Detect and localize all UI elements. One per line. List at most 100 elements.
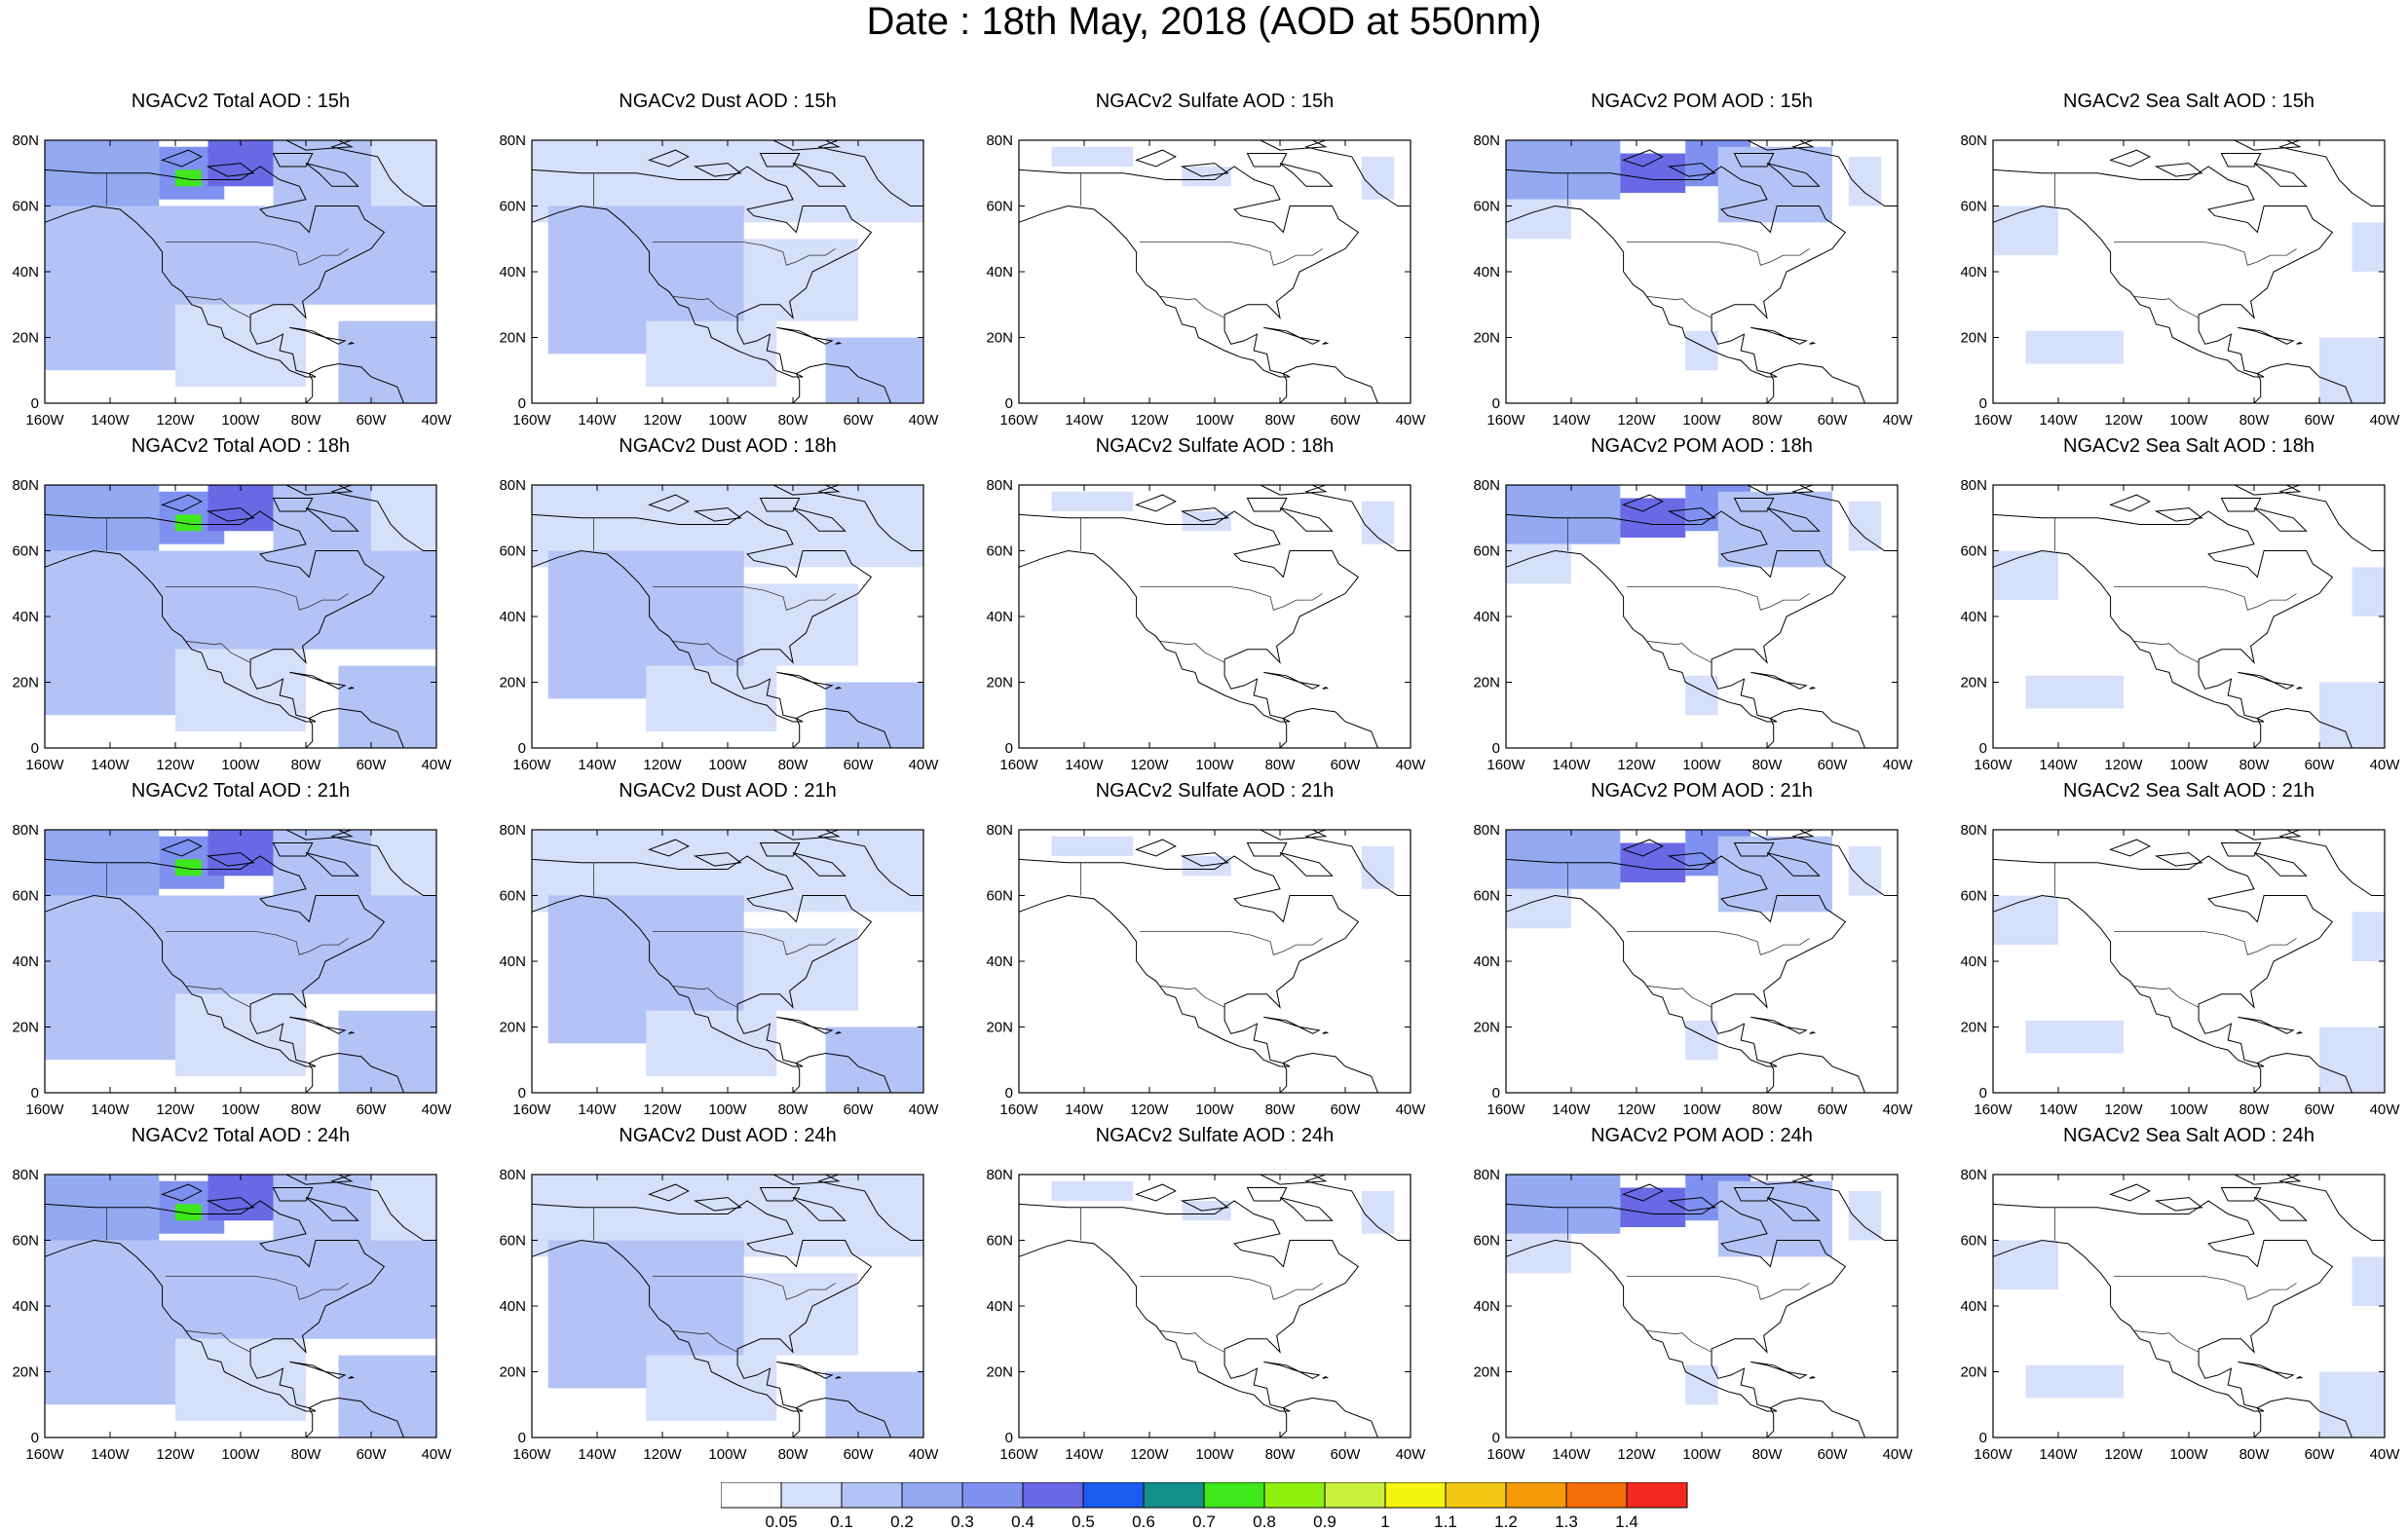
x-tick-label: 80W: [2239, 1446, 2271, 1463]
aod-cell: [2319, 1371, 2385, 1438]
y-tick-label: 60N: [1960, 888, 1987, 905]
coastline: [2273, 337, 2295, 345]
coastline: [1786, 1027, 1808, 1034]
coastline: [1304, 830, 1411, 896]
y-tick-label: 20N: [986, 1364, 1013, 1381]
aod-cell: [1993, 205, 2058, 256]
panel-title: NGACv2 Sea Salt AOD : 18h: [2063, 435, 2314, 457]
coastline: [1180, 507, 1229, 522]
coastline: [2253, 707, 2353, 748]
x-tick-label: 140W: [2039, 757, 2078, 773]
y-tick-label: 60N: [499, 199, 526, 215]
coastline: [1260, 140, 1328, 151]
aod-cell: [371, 140, 436, 206]
x-tick-label: 140W: [1552, 757, 1591, 773]
x-tick-label: 60W: [844, 1446, 875, 1463]
x-tick-label: 80W: [291, 1446, 322, 1463]
x-tick-label: 100W: [708, 757, 747, 773]
x-tick-label: 120W: [156, 1446, 195, 1463]
coastline: [2234, 485, 2302, 496]
y-tick-label: 40N: [1473, 264, 1500, 280]
aod-cell: [45, 205, 175, 371]
coastline: [1298, 1371, 1321, 1379]
coastline: [2238, 1361, 2275, 1372]
aod-field: [45, 1175, 436, 1438]
coastline: [348, 342, 356, 345]
x-tick-label: 60W: [844, 1102, 875, 1118]
x-tick-label: 160W: [25, 1446, 64, 1463]
x-tick-label: 80W: [291, 1102, 322, 1118]
coastline: [792, 1052, 892, 1093]
coastline: [2278, 485, 2385, 551]
coastline: [1747, 1175, 1815, 1185]
y-tick-label: 0: [1005, 740, 1013, 757]
y-tick-label: 40N: [1960, 264, 1987, 280]
coastline: [1747, 140, 1815, 151]
colorbar-swatch: [721, 1482, 782, 1509]
coastline: [1260, 830, 1328, 840]
y-tick-label: 80N: [12, 1167, 39, 1183]
colorbar-label: 0.2: [890, 1512, 914, 1531]
political-border: [2114, 242, 2297, 266]
y-tick-label: 60N: [1473, 543, 1500, 560]
aod-cell: [1620, 1187, 1686, 1227]
aod-cell: [273, 485, 388, 551]
y-tick-label: 80N: [1473, 822, 1500, 839]
aod-field: [45, 830, 436, 1093]
x-tick-label: 60W: [2305, 412, 2336, 429]
aod-cell: [1620, 842, 1686, 882]
x-tick-label: 120W: [1617, 1102, 1656, 1118]
political-border: [1159, 295, 1225, 318]
aod-cell: [2319, 682, 2385, 748]
coastline: [648, 1183, 690, 1202]
x-tick-label: 100W: [2169, 757, 2208, 773]
coastline: [1279, 1052, 1379, 1093]
y-tick-label: 20N: [1960, 675, 1987, 691]
coastline: [1298, 1027, 1321, 1034]
map-panel-total-18h: NGACv2 Total AOD : 18h 160W 140W 120W 100W 80…: [0, 434, 452, 773]
x-tick-label: 60W: [1818, 757, 1849, 773]
x-tick-label: 40W: [909, 757, 940, 773]
coastline: [792, 707, 892, 748]
y-tick-label: 80N: [1960, 477, 1987, 494]
coastline: [693, 1197, 742, 1212]
political-border: [653, 1276, 836, 1300]
aod-cell: [1051, 491, 1134, 511]
coastline: [811, 1371, 834, 1379]
coastline: [1809, 1376, 1817, 1379]
coastline: [1993, 855, 2334, 1067]
coastline: [532, 1200, 873, 1412]
y-tick-label: 80N: [499, 1167, 526, 1183]
coastline: [532, 510, 873, 723]
coastline: [1246, 153, 1288, 168]
x-tick-label: 100W: [221, 1102, 260, 1118]
y-tick-label: 0: [1005, 1430, 1013, 1446]
aod-cell: [743, 1273, 858, 1356]
aod-field: [1993, 830, 2385, 1093]
x-tick-label: 140W: [1552, 412, 1591, 429]
coastline: [1304, 140, 1411, 206]
coastline: [161, 839, 203, 857]
x-tick-label: 100W: [1682, 1446, 1721, 1463]
panel-title: NGACv2 Total AOD : 15h: [131, 91, 351, 112]
x-tick-label: 140W: [1065, 1102, 1104, 1118]
y-tick-label: 40N: [499, 1298, 526, 1315]
map-panel-pom-18h: NGACv2 POM AOD : 18h 160W 140W 120W 100W 80W 6…: [1461, 434, 1913, 773]
coastline: [1809, 342, 1817, 345]
x-tick-label: 60W: [1331, 757, 1362, 773]
colorbar-swatch: [1082, 1482, 1145, 1509]
coastline: [1180, 1197, 1229, 1212]
x-tick-label: 40W: [1883, 1102, 1914, 1118]
aod-cell: [2319, 1027, 2385, 1093]
coastline: [1733, 498, 1775, 512]
colorbar-label: 0.4: [1011, 1512, 1035, 1531]
coastline: [1766, 852, 1821, 877]
coastline: [285, 830, 354, 840]
aod-field: [1506, 140, 1898, 403]
coastline: [1279, 1397, 1379, 1438]
coastline: [693, 507, 742, 522]
coastline: [1733, 153, 1775, 168]
panel-title: NGACv2 Sea Salt AOD : 15h: [2063, 91, 2314, 112]
colorbar-label: 0.3: [951, 1512, 974, 1531]
aod-cell: [2025, 1020, 2124, 1054]
